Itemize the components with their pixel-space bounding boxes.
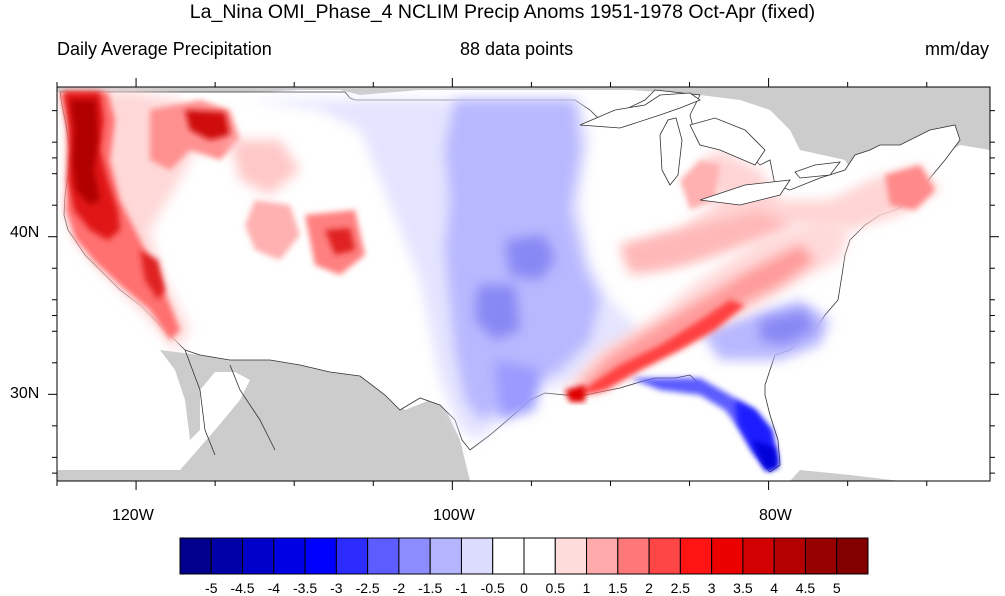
canada-land — [57, 87, 990, 200]
colorbar-swatch — [711, 537, 744, 575]
units-label: mm/day — [924, 39, 989, 59]
colorbar-swatch — [179, 537, 212, 575]
colorbar-swatch — [586, 537, 619, 575]
colorbar-label: 4 — [770, 580, 779, 596]
colorbar-label: 1 — [582, 580, 591, 596]
coastline-detail — [184, 349, 276, 456]
colorbar-swatch — [398, 537, 431, 575]
colorbar-swatch — [242, 537, 275, 575]
colorbar-label: 1.5 — [608, 580, 628, 596]
plot-frame — [56, 86, 991, 482]
colorbar-label: 0.5 — [545, 580, 565, 596]
colorbar-label: -4.5 — [230, 580, 255, 596]
data-points-label: 88 data points — [460, 39, 574, 59]
colorbar-label: -5 — [205, 580, 218, 596]
colorbar-swatch — [836, 537, 869, 575]
great-lakes — [579, 92, 841, 206]
colorbar — [179, 537, 869, 575]
colorbar-label: -2.5 — [355, 580, 380, 596]
colorbar-label: 2.5 — [670, 580, 691, 596]
map-title: La_Nina OMI_Phase_4 NCLIM Precip Anoms 1… — [189, 1, 816, 23]
axis-ticks — [48, 78, 999, 490]
colorbar-label: -3 — [330, 580, 343, 596]
colorbar-swatch — [648, 537, 681, 575]
colorbar-swatch — [273, 537, 306, 575]
lat-label-30n: 30N — [10, 385, 40, 402]
cuba-land — [790, 470, 900, 481]
colorbar-label: -1.5 — [418, 580, 443, 596]
colorbar-swatch — [460, 537, 494, 575]
colorbar-swatch — [492, 537, 525, 575]
colorbar-label: -0.5 — [480, 580, 505, 596]
colorbar-swatch — [804, 537, 838, 575]
variable-label: Daily Average Precipitation — [57, 39, 272, 59]
colorbar-swatch — [679, 537, 713, 575]
lon-label-120w: 120W — [112, 507, 154, 524]
colorbar-label: 4.5 — [795, 580, 816, 596]
colorbar-swatch — [210, 537, 244, 575]
colorbar-swatch — [554, 537, 588, 575]
mexico-land — [57, 350, 470, 481]
colorbar-label: 2 — [645, 580, 653, 596]
colorbar-label: 3.5 — [733, 580, 753, 596]
colorbar-swatch — [773, 537, 806, 575]
colorbar-swatch — [617, 537, 650, 575]
colorbar-label: 3 — [707, 580, 716, 596]
lat-label-40n: 40N — [10, 224, 40, 241]
colorbar-label: -4 — [267, 580, 281, 596]
colorbar-label: -2 — [392, 580, 406, 596]
colorbar-label: 0 — [520, 580, 528, 596]
colorbar-label: -1 — [455, 580, 468, 596]
colorbar-swatch — [367, 537, 400, 575]
colorbar-swatch — [304, 537, 337, 575]
colorbar-swatch — [742, 537, 775, 575]
colorbar-swatch — [335, 537, 369, 575]
anomaly-shading — [60, 92, 940, 472]
colorbar-label: 5 — [832, 580, 841, 596]
lon-label-100w: 100W — [433, 507, 475, 524]
colorbar-swatch — [523, 537, 556, 575]
lon-label-80w: 80W — [759, 507, 792, 524]
colorbar-label: -3.5 — [293, 580, 318, 596]
colorbar-swatch — [429, 537, 462, 575]
